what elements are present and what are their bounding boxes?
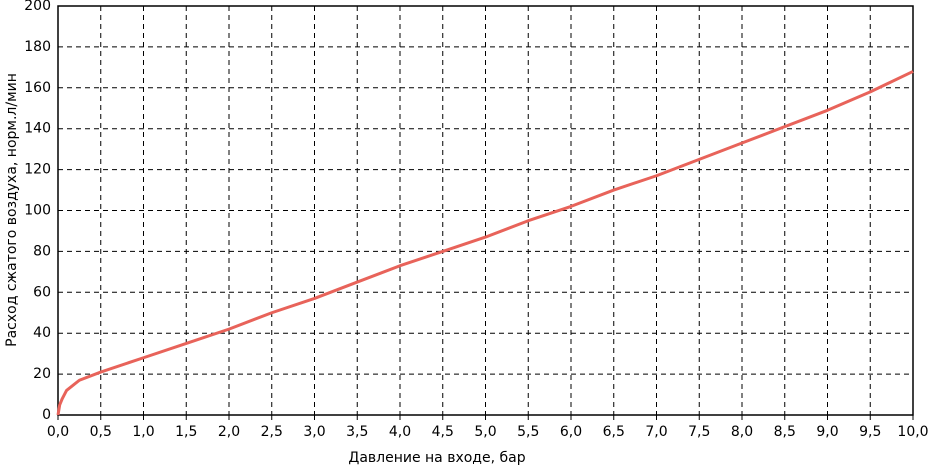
x-tick-label: 7,5 bbox=[688, 424, 710, 440]
x-tick-label: 3,5 bbox=[346, 424, 368, 440]
y-tick-label: 180 bbox=[24, 39, 51, 55]
x-tick-label: 4,5 bbox=[432, 424, 454, 440]
y-tick-label: 0 bbox=[42, 407, 51, 423]
y-tick-label: 40 bbox=[33, 325, 51, 341]
x-axis-label: Давление на входе, бар bbox=[348, 450, 525, 466]
x-tick-label: 5,0 bbox=[474, 424, 496, 440]
y-tick-label: 100 bbox=[24, 203, 51, 219]
data-line bbox=[56, 70, 914, 416]
y-tick-label: 200 bbox=[24, 0, 51, 14]
y-tick-label: 160 bbox=[24, 80, 51, 96]
x-tick-label: 3,0 bbox=[303, 424, 325, 440]
x-tick-label: 2,5 bbox=[261, 424, 283, 440]
y-tick-label: 60 bbox=[33, 284, 51, 300]
x-tick-label: 7,0 bbox=[645, 424, 667, 440]
x-tick-label: 0,5 bbox=[90, 424, 112, 440]
y-tick-label: 120 bbox=[24, 162, 51, 178]
x-tick-label: 9,0 bbox=[816, 424, 838, 440]
x-tick-label: 0,0 bbox=[47, 424, 69, 440]
x-tick-label: 8,0 bbox=[731, 424, 753, 440]
x-tick-label: 4,0 bbox=[389, 424, 411, 440]
x-tick-label: 9,5 bbox=[859, 424, 881, 440]
x-tick-label: 1,5 bbox=[175, 424, 197, 440]
plot-frame bbox=[57, 5, 914, 416]
x-tick-label: 8,5 bbox=[774, 424, 796, 440]
x-tick-label: 10,0 bbox=[897, 424, 928, 440]
x-tick-label: 5,5 bbox=[517, 424, 539, 440]
x-tick-label: 2,0 bbox=[218, 424, 240, 440]
y-tick-label: 80 bbox=[33, 243, 51, 259]
y-tick-label: 20 bbox=[33, 366, 51, 382]
y-axis-label: Расход сжатого воздуха, норм.л/мин bbox=[4, 73, 20, 347]
x-tick-label: 6,0 bbox=[560, 424, 582, 440]
x-tick-label: 1,0 bbox=[132, 424, 154, 440]
y-tick-label: 140 bbox=[24, 121, 51, 137]
x-tick-label: 6,5 bbox=[603, 424, 625, 440]
